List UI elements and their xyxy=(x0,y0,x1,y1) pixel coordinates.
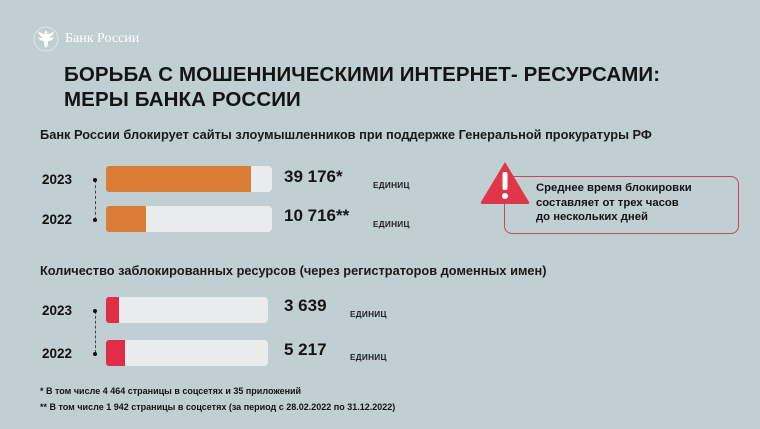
chart-2-value-2022: 5 217 xyxy=(284,340,327,359)
chart-1-unit-2023: ЕДИНИЦ xyxy=(373,181,410,190)
chart-1-dot-2023 xyxy=(93,178,97,182)
page-title: БОРЬБА С МОШЕННИЧЕСКИМИ ИНТЕРНЕТ- РЕСУРС… xyxy=(64,62,660,112)
chart-2-dot-2023 xyxy=(93,309,97,313)
chart-2-category-2023: 2023 xyxy=(42,303,73,318)
chart-1-unit-2022: ЕДИНИЦ xyxy=(373,220,410,229)
chart-1-title: Банк России блокирует сайты злоумышленни… xyxy=(40,127,652,142)
chart-1-bar-2022 xyxy=(106,206,272,232)
footnote-1: * В том числе 4 464 страницы в соцсетях … xyxy=(40,386,302,396)
chart-1-value-2023: 39 176* xyxy=(284,167,343,186)
chart-2-title: Количество заблокированных ресурсов (чер… xyxy=(40,263,547,278)
footnote-2: ** В том числе 1 942 страницы в соцсетях… xyxy=(40,402,396,412)
chart-1-category-2023: 2023 xyxy=(42,172,73,187)
chart-1-fill-2022 xyxy=(106,206,146,232)
chart-1-category-2022: 2022 xyxy=(42,212,73,227)
chart-1-dot-2022 xyxy=(93,218,97,222)
brand-name: Банк России xyxy=(65,31,140,46)
brand-logo: Банк России xyxy=(33,26,139,52)
chart-2-track-2023 xyxy=(106,297,268,323)
note-line-1: Среднее время блокировки xyxy=(536,182,692,194)
note-box xyxy=(504,176,739,234)
chart-2-fill-2022 xyxy=(106,340,125,366)
chart-2-value-2023: 3 639 xyxy=(284,296,327,315)
chart-1-bar-2023 xyxy=(106,166,272,192)
note-line-2: составляет от трех часов xyxy=(536,196,679,209)
chart-2-category-2022: 2022 xyxy=(42,346,73,361)
eagle-emblem-icon xyxy=(33,26,59,52)
warning-triangle-icon xyxy=(480,162,530,204)
note-line-3: до нескольких дней xyxy=(536,211,648,223)
chart-2-track-2022 xyxy=(106,340,268,366)
title-line-2: МЕРЫ БАНКА РОССИИ xyxy=(64,88,301,111)
chart-2-bar-2022 xyxy=(106,340,268,366)
chart-2-unit-2023: ЕДИНИЦ xyxy=(350,310,387,319)
chart-2-unit-2022: ЕДИНИЦ xyxy=(350,353,387,362)
chart-1-fill-2023 xyxy=(106,166,251,192)
note-text: Среднее время блокировки составляет от т… xyxy=(536,181,692,225)
chart-2-fill-2023 xyxy=(106,297,119,323)
chart-1-connector xyxy=(95,180,96,220)
title-line-1: БОРЬБА С МОШЕННИЧЕСКИМИ ИНТЕРНЕТ- РЕСУРС… xyxy=(64,63,661,86)
chart-2-dot-2022 xyxy=(93,352,97,356)
chart-1-value-2022: 10 716** xyxy=(284,206,350,225)
chart-2-connector xyxy=(95,311,96,353)
chart-2-bar-2023 xyxy=(106,297,268,323)
